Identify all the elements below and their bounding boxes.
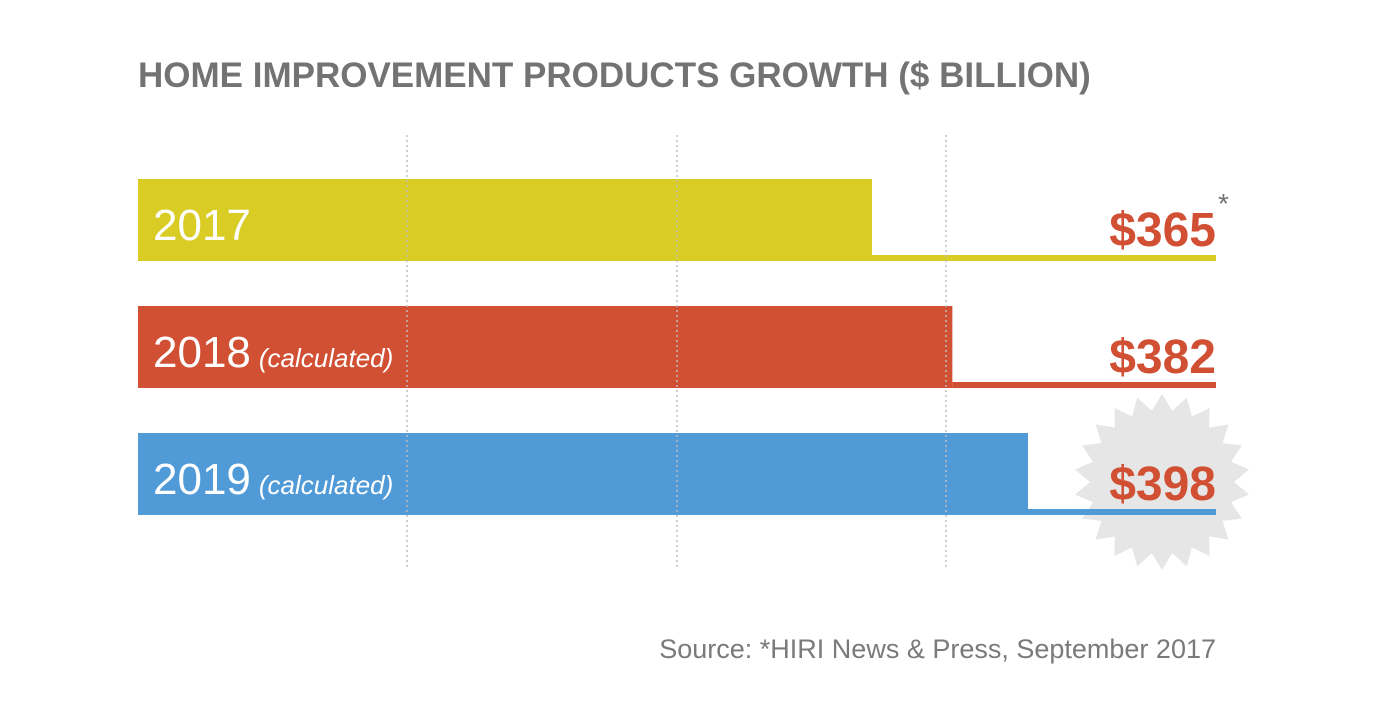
bar-2019 bbox=[138, 433, 1028, 515]
bar-extension-2018 bbox=[952, 382, 1216, 388]
footnote-marker: * bbox=[1218, 188, 1229, 219]
bar-extension-2019 bbox=[1028, 509, 1216, 515]
bar-2018 bbox=[138, 306, 953, 388]
value-label-2017: $365 bbox=[1109, 204, 1216, 257]
chart-title: HOME IMPROVEMENT PRODUCTS GROWTH ($ BILL… bbox=[138, 56, 1091, 95]
bar-2017 bbox=[138, 179, 872, 261]
category-note-2019: (calculated) bbox=[259, 470, 393, 500]
category-label-2017: 2017 bbox=[153, 201, 251, 250]
category-label-2018: 2018 (calculated) bbox=[153, 328, 393, 377]
source-note: Source: *HIRI News & Press, September 20… bbox=[659, 634, 1216, 664]
starburst-highlight bbox=[1074, 394, 1250, 570]
category-note-2018: (calculated) bbox=[259, 343, 393, 373]
value-label-2018: $382 bbox=[1109, 331, 1216, 384]
bar-extension-2017 bbox=[872, 255, 1216, 261]
value-label-2019: $398 bbox=[1109, 458, 1216, 511]
